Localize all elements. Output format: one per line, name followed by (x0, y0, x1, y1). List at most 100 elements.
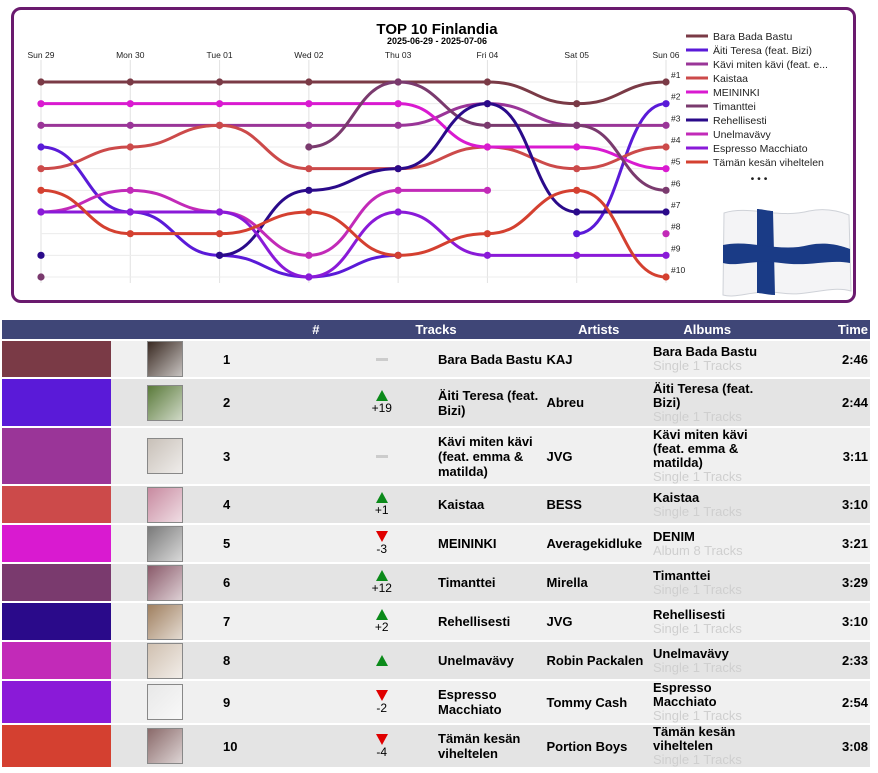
series-point[interactable] (573, 208, 581, 216)
series-point[interactable] (126, 121, 134, 129)
table-row[interactable]: 8 Unelmavävy Robin Packalen Unelmavävy Singl… (2, 641, 870, 680)
series-point[interactable] (662, 186, 670, 194)
table-row[interactable]: 5 -3 MEININKI Averagekidluke DENIM Album 8 Tr… (2, 524, 870, 563)
series-point[interactable] (215, 251, 224, 259)
series-point[interactable] (37, 251, 45, 259)
artist-name[interactable]: Averagekidluke (544, 524, 653, 563)
artist-name[interactable]: Mirella (544, 563, 653, 602)
album-art-icon[interactable] (146, 564, 183, 601)
legend-item[interactable]: Rehellisesti (713, 115, 767, 127)
series-point[interactable] (37, 143, 45, 151)
series-point[interactable] (126, 143, 134, 151)
artist-name[interactable]: KAJ (544, 340, 653, 378)
album-art-icon[interactable] (146, 384, 183, 421)
series-point[interactable] (305, 100, 313, 108)
artist-name[interactable]: Abreu (544, 378, 653, 427)
album-title[interactable]: Kävi miten kävi (feat. emma & matilda) (653, 427, 748, 470)
series-point[interactable] (483, 230, 492, 238)
series-point[interactable] (394, 165, 402, 173)
artist-name[interactable]: JVG (544, 427, 653, 485)
track-title[interactable]: Kaistaa (436, 485, 545, 524)
series-point[interactable] (662, 165, 670, 173)
series-point[interactable] (573, 165, 581, 173)
series-point[interactable] (305, 121, 313, 129)
series-point[interactable] (126, 186, 134, 194)
album-art-icon[interactable] (146, 525, 183, 562)
album-title[interactable]: Timanttei (653, 567, 711, 583)
header-num[interactable]: # (2, 320, 328, 340)
track-title[interactable]: Espresso Macchiato (436, 680, 545, 724)
series-point[interactable] (394, 208, 402, 216)
series-point[interactable] (573, 230, 581, 238)
artist-name[interactable]: BESS (544, 485, 653, 524)
artist-name[interactable]: Tommy Cash (544, 680, 653, 724)
header-time[interactable]: Time (761, 320, 870, 340)
series-point[interactable] (483, 100, 492, 108)
table-row[interactable]: 6 +12 Timanttei Mirella Timanttei Single 1 Tr… (2, 563, 870, 602)
legend-item[interactable]: Unelmavävy (713, 129, 772, 141)
series-point[interactable] (394, 78, 402, 86)
series-point[interactable] (662, 100, 670, 108)
track-title[interactable]: MEININKI (436, 524, 545, 563)
table-row[interactable]: 10 -4 Tämän kesän viheltelen Portion Boys Tä… (2, 724, 870, 767)
series-point[interactable] (215, 208, 224, 216)
table-row[interactable]: 4 +1 Kaistaa BESS Kaistaa Single 1 Tracks 3:10 (2, 485, 870, 524)
series-point[interactable] (305, 78, 313, 86)
track-title[interactable]: Timanttei (436, 563, 545, 602)
legend-item[interactable]: Timanttei (713, 101, 756, 113)
series-point[interactable] (573, 186, 581, 194)
series-point[interactable] (37, 273, 45, 281)
series-point[interactable] (37, 186, 45, 194)
series-point[interactable] (483, 186, 492, 194)
album-art-icon[interactable] (146, 486, 183, 523)
legend-item[interactable]: Kävi miten kävi (feat. e... (713, 59, 828, 71)
album-title[interactable]: Tämän kesän viheltelen (653, 724, 736, 753)
series-point[interactable] (305, 165, 313, 173)
series-point[interactable] (662, 230, 670, 238)
artist-name[interactable]: JVG (544, 602, 653, 641)
artist-name[interactable]: Robin Packalen (544, 641, 653, 680)
series-point[interactable] (662, 251, 670, 259)
series-point[interactable] (215, 100, 224, 108)
series-point[interactable] (305, 186, 313, 194)
series-point[interactable] (394, 121, 402, 129)
table-row[interactable]: 1 Bara Bada Bastu KAJ Bara Bada Bastu Single… (2, 340, 870, 378)
series-point[interactable] (573, 121, 581, 129)
series-point[interactable] (305, 143, 313, 151)
series-point[interactable] (126, 100, 134, 108)
header-tracks[interactable]: Tracks (327, 320, 545, 340)
series-point[interactable] (37, 121, 45, 129)
series-point[interactable] (662, 121, 670, 129)
series-point[interactable] (394, 251, 402, 259)
table-row[interactable]: 7 +2 Rehellisesti JVG Rehellisesti Single 1 T… (2, 602, 870, 641)
series-point[interactable] (573, 251, 581, 259)
series-point[interactable] (37, 208, 45, 216)
track-title[interactable]: Bara Bada Bastu (436, 340, 545, 378)
album-art-icon[interactable] (146, 684, 183, 720)
series-point[interactable] (126, 230, 134, 238)
track-title[interactable]: Unelmavävy (436, 641, 545, 680)
series-point[interactable] (483, 143, 492, 151)
table-row[interactable]: 2 +19 Äiti Teresa (feat. Bizi) Abreu Äiti Te… (2, 378, 870, 427)
table-row[interactable]: 9 -2 Espresso Macchiato Tommy Cash Espresso … (2, 680, 870, 724)
legend-item[interactable]: Bara Bada Bastu (713, 31, 793, 43)
album-title[interactable]: Rehellisesti (653, 606, 726, 622)
series-point[interactable] (37, 100, 45, 108)
album-title[interactable]: Äiti Teresa (feat. Bizi) (653, 380, 754, 410)
legend-item[interactable]: Espresso Macchiato (713, 143, 808, 155)
track-title[interactable]: Tämän kesän viheltelen (436, 724, 545, 767)
series-point[interactable] (662, 273, 670, 281)
series-point[interactable] (215, 121, 224, 129)
series-point[interactable] (573, 143, 581, 151)
series-point[interactable] (37, 165, 45, 173)
series-point[interactable] (215, 78, 224, 86)
series-point[interactable] (483, 78, 492, 86)
series-point[interactable] (394, 100, 402, 108)
album-art-icon[interactable] (146, 728, 183, 764)
series-point[interactable] (662, 143, 670, 151)
album-art-icon[interactable] (146, 438, 183, 474)
legend-item[interactable]: Äiti Teresa (feat. Bizi) (713, 45, 812, 57)
series-point[interactable] (483, 251, 492, 259)
series-point[interactable] (662, 78, 670, 86)
track-title[interactable]: Rehellisesti (436, 602, 545, 641)
